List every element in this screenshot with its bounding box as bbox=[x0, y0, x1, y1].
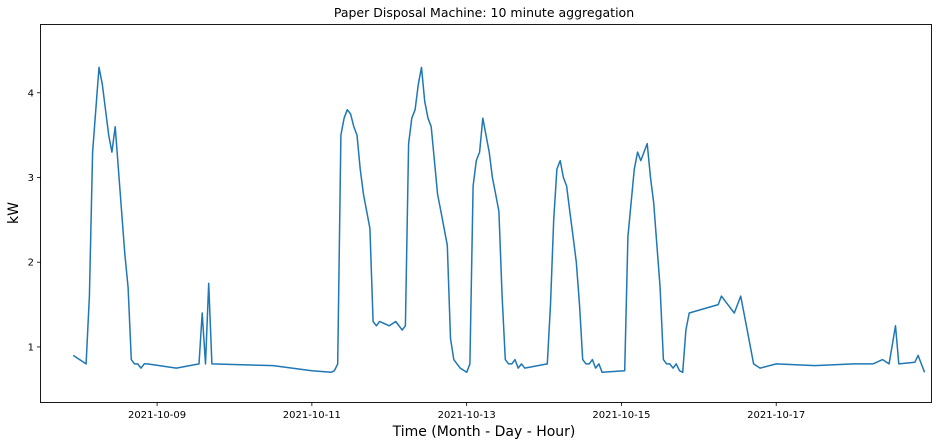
x-tick-label: 2021-10-15 bbox=[592, 410, 650, 421]
x-tick-label: 2021-10-09 bbox=[128, 410, 186, 421]
x-axis: 2021-10-09 2021-10-11 2021-10-13 2021-10-15… bbox=[128, 402, 805, 421]
y-tick-label: 1 bbox=[28, 342, 34, 353]
x-tick-label: 2021-10-13 bbox=[438, 410, 496, 421]
y-tick-label: 2 bbox=[28, 258, 34, 269]
plot-area bbox=[72, 66, 926, 374]
x-tick-label: 2021-10-11 bbox=[283, 410, 341, 421]
y-axis-label: kW bbox=[6, 202, 22, 224]
x-axis-label: Time (Month - Day - Hour) bbox=[392, 424, 576, 440]
x-tick-label: 2021-10-17 bbox=[747, 410, 805, 421]
y-tick-label: 3 bbox=[28, 173, 34, 184]
chart-title: Paper Disposal Machine: 10 minute aggreg… bbox=[334, 5, 634, 20]
y-tick-label: 4 bbox=[28, 88, 34, 99]
series-line bbox=[72, 66, 926, 374]
plot-frame bbox=[40, 24, 932, 403]
y-axis: 1 2 3 4 bbox=[28, 88, 41, 353]
